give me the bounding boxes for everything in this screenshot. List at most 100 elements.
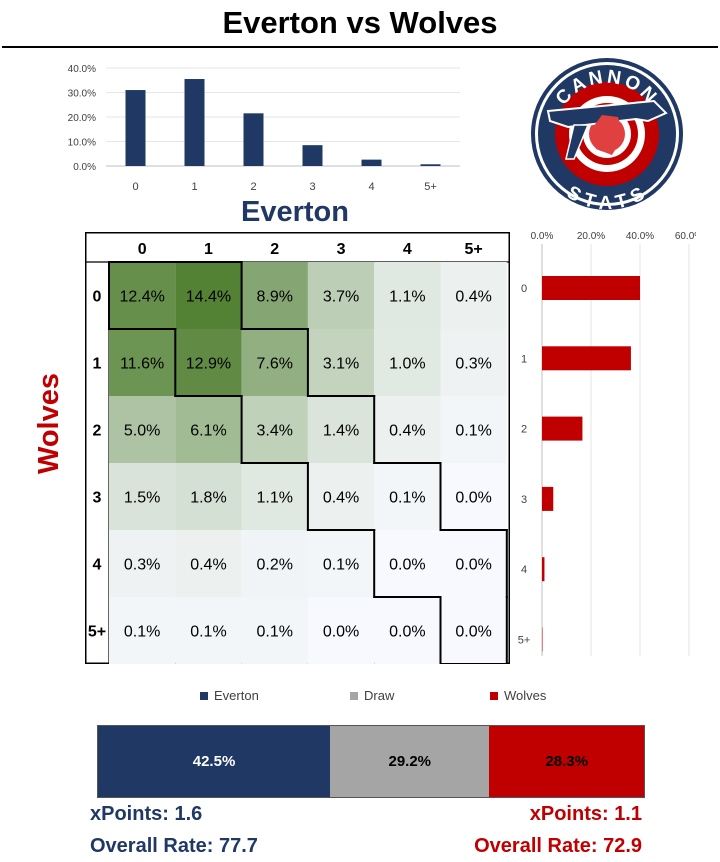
heatmap-cell <box>109 262 176 329</box>
y-tick-label: 5+ <box>518 635 531 647</box>
heatmap-cell <box>109 463 176 530</box>
cannon-icon <box>546 99 668 129</box>
column-header: 2 <box>270 241 279 258</box>
cell-value: 6.1% <box>190 423 226 440</box>
legend-item: Wolves <box>490 688 546 703</box>
x-tick-label: 3 <box>309 181 315 193</box>
heatmap-cell <box>374 463 441 530</box>
bar <box>184 79 205 166</box>
heatmap-cell <box>175 463 242 530</box>
heatmap-cell <box>175 530 242 597</box>
cell-value: 12.9% <box>186 356 231 373</box>
heatmap-cell <box>241 463 308 530</box>
legend-item: Draw <box>350 688 394 703</box>
cell-value: 0.1% <box>455 423 491 440</box>
bar <box>542 346 631 371</box>
cell-value: 8.9% <box>257 289 293 306</box>
y-tick-label: 4 <box>521 564 527 576</box>
everton-axis-label: Everton <box>241 196 349 228</box>
heatmap-cell <box>307 396 375 463</box>
heatmap-cell <box>109 597 176 664</box>
heatmap-cell <box>109 530 176 597</box>
cell-value: 1.5% <box>124 490 160 507</box>
cell-value: 0.3% <box>124 557 160 574</box>
heatmap-cell <box>175 597 242 664</box>
cell-value: 1.4% <box>323 423 359 440</box>
cannon-stats-logo-icon: CANNON STATS <box>531 58 683 213</box>
cell-value: 0.1% <box>389 490 425 507</box>
cell-value: 0.0% <box>455 557 491 574</box>
legend-label: Wolves <box>504 688 547 703</box>
cell-value: 3.7% <box>323 289 359 306</box>
cell-value: 0.4% <box>190 557 226 574</box>
everton-goals-bar-chart: 0.0% 10.0% 20.0% 30.0% 40.0% 0 1 2 3 4 5+ <box>68 64 460 193</box>
heatmap-cell <box>307 329 375 396</box>
y-tick-label: 10.0% <box>68 138 96 149</box>
cell-value: 1.0% <box>389 356 425 373</box>
wolves-axis-label: Wolves <box>33 372 65 474</box>
heatmap-cell <box>374 396 441 463</box>
heatmap-cell <box>241 396 308 463</box>
x-tick-label: 60.0% <box>675 231 696 242</box>
everton-xpoints: xPoints: 1.6 <box>90 803 203 825</box>
cell-value: 0.4% <box>455 289 491 306</box>
row-header: 2 <box>93 423 102 440</box>
cell-value: 1.1% <box>257 490 293 507</box>
heatmap-cell <box>307 530 375 597</box>
title-divider <box>2 46 718 48</box>
heatmap-cell <box>440 530 507 597</box>
y-tick-label: 40.0% <box>68 64 96 75</box>
x-tick-label: 40.0% <box>626 231 654 242</box>
y-tick-label: 0 <box>521 283 527 295</box>
legend-swatch <box>490 691 498 700</box>
column-header: 3 <box>337 241 346 258</box>
heatmap-cell <box>307 463 375 530</box>
heatmap-cell <box>374 329 441 396</box>
cell-value: 0.0% <box>455 490 491 507</box>
heatmap-cell <box>440 262 507 329</box>
heatmap-cell <box>241 597 308 664</box>
column-header: 5+ <box>465 241 483 258</box>
cell-value: 1.8% <box>190 490 226 507</box>
cell-value: 0.0% <box>389 624 425 641</box>
cell-value: 0.1% <box>190 624 226 641</box>
column-header: 1 <box>204 241 213 258</box>
row-header: 5+ <box>88 624 106 641</box>
bar <box>361 159 382 166</box>
x-tick-label: 20.0% <box>577 231 605 242</box>
cell-value: 0.2% <box>257 557 293 574</box>
legend-label: Draw <box>364 688 395 703</box>
cell-value: 1.1% <box>389 289 425 306</box>
cell-value: 3.1% <box>323 356 359 373</box>
bar <box>125 90 146 166</box>
score-matrix-heatmap: 0 1 2 3 4 5+ 0 1 2 3 4 5+ 12.4% 14.4% 8.9% 3.7% 1.1% 0.4%… <box>85 232 510 664</box>
heatmap-cell <box>175 396 242 463</box>
result-legend: Everton Draw Wolves <box>200 688 570 708</box>
everton-overall-rate: Overall Rate: 77.7 <box>90 835 258 857</box>
column-header: 0 <box>138 241 147 258</box>
y-tick-label: 1 <box>521 353 527 365</box>
bar <box>420 164 441 166</box>
y-tick-label: 3 <box>521 494 527 506</box>
y-tick-label: 20.0% <box>68 113 96 124</box>
y-tick-label: 0.0% <box>73 162 96 173</box>
row-header: 4 <box>93 557 102 574</box>
bar <box>302 145 323 166</box>
result-segment-wolves: 28.3% <box>489 726 644 797</box>
legend-label: Everton <box>214 688 259 703</box>
row-header: 1 <box>93 356 102 373</box>
bar <box>542 486 554 511</box>
cell-value: 0.4% <box>323 490 359 507</box>
heatmap-cell <box>440 463 507 530</box>
cell-value: 5.0% <box>124 423 160 440</box>
x-tick-label: 1 <box>191 181 197 193</box>
cell-value: 0.3% <box>455 356 491 373</box>
heatmap-cell <box>109 329 176 396</box>
heatmap-cell <box>440 329 507 396</box>
result-probability-bar: 42.5% 29.2% 28.3% <box>97 725 645 798</box>
x-tick-label: 5+ <box>424 181 437 193</box>
cell-value: 0.1% <box>124 624 160 641</box>
heatmap-cell <box>440 396 507 463</box>
legend-swatch <box>350 691 358 700</box>
column-header: 4 <box>403 241 412 258</box>
